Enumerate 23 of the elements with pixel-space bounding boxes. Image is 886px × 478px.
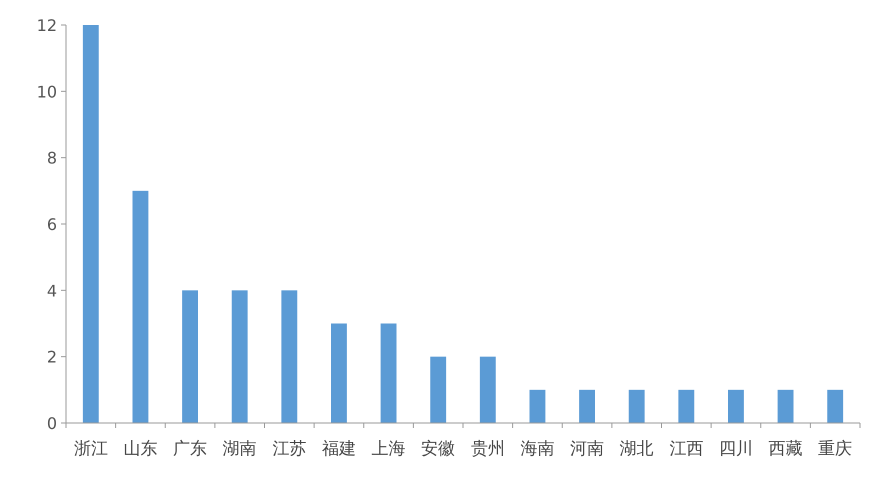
x-tick-label: 江苏 bbox=[272, 439, 306, 459]
x-tick-label: 江西 bbox=[669, 439, 704, 459]
y-tick-label: 6 bbox=[46, 215, 57, 234]
y-tick-label: 0 bbox=[46, 414, 57, 433]
x-tick-label: 湖北 bbox=[620, 439, 654, 459]
x-tick-label: 上海 bbox=[372, 439, 406, 459]
x-tick-label: 广东 bbox=[173, 439, 208, 459]
y-tick-label: 12 bbox=[36, 16, 57, 35]
x-tick-label: 安徽 bbox=[421, 439, 456, 459]
x-tick-label: 福建 bbox=[322, 439, 356, 459]
y-tick-label: 4 bbox=[46, 281, 57, 300]
y-tick-label: 8 bbox=[46, 148, 57, 168]
x-tick-label: 湖南 bbox=[222, 439, 257, 459]
x-tick-label: 四川 bbox=[718, 439, 753, 459]
y-tick-label: 2 bbox=[46, 348, 57, 367]
y-tick-label: 10 bbox=[36, 82, 57, 102]
x-tick-label: 海南 bbox=[520, 439, 554, 459]
x-tick-label: 贵州 bbox=[470, 439, 505, 459]
x-tick-label: 重庆 bbox=[818, 439, 852, 459]
x-tick-label: 河南 bbox=[570, 439, 604, 459]
x-tick-label: 山东 bbox=[123, 439, 158, 459]
x-tick-label: 西藏 bbox=[768, 439, 803, 459]
x-tick-label: 浙江 bbox=[74, 439, 108, 459]
